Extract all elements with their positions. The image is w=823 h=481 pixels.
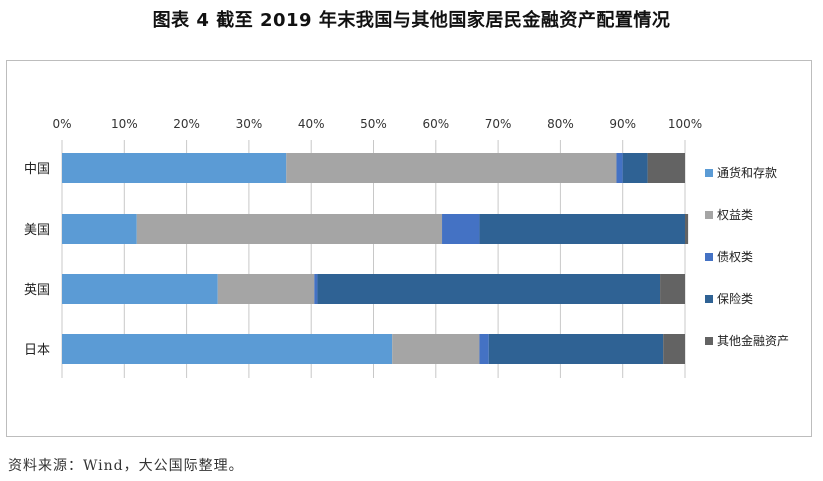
bar-segment-1 (392, 334, 480, 364)
category-label: 中国 (24, 162, 50, 177)
x-tick-label: 40% (298, 117, 325, 131)
x-tick-label: 10% (111, 117, 138, 131)
x-tick-label: 30% (236, 117, 263, 131)
bar-segment-4 (660, 274, 685, 304)
bar-segment-4 (663, 334, 685, 364)
bar-segment-1 (136, 214, 443, 244)
legend-swatch (705, 211, 713, 219)
bar-segment-0 (62, 274, 218, 304)
bar-segment-3 (317, 274, 661, 304)
x-tick-label: 20% (173, 117, 200, 131)
bar-segment-0 (62, 334, 393, 364)
category-label: 日本 (24, 343, 50, 358)
bar-segment-1 (217, 274, 315, 304)
legend-swatch (705, 337, 713, 345)
bar-segment-0 (62, 153, 287, 183)
bar-segment-2 (442, 214, 480, 244)
legend-label: 债权类 (717, 250, 753, 264)
x-tick-label: 50% (360, 117, 387, 131)
bar-segment-3 (488, 334, 664, 364)
bar-segment-2 (616, 153, 623, 183)
bar-segment-4 (685, 214, 689, 244)
x-tick-label: 60% (422, 117, 449, 131)
category-label: 英国 (24, 283, 50, 298)
bar-segment-3 (622, 153, 648, 183)
legend-swatch (705, 295, 713, 303)
legend-swatch (705, 169, 713, 177)
bar-segment-1 (286, 153, 617, 183)
legend-label: 权益类 (717, 208, 753, 222)
bar-segment-0 (62, 214, 137, 244)
category-label: 美国 (24, 223, 50, 238)
bar-segment-4 (647, 153, 685, 183)
chart-title: 图表 4 截至 2019 年末我国与其他国家居民金融资产配置情况 (152, 10, 671, 31)
source-note: 资料来源：Wind，大公国际整理。 (8, 458, 244, 474)
x-tick-label: 80% (547, 117, 574, 131)
chart-frame (6, 60, 812, 437)
bar-segment-2 (479, 334, 489, 364)
legend-label: 通货和存款 (717, 165, 777, 180)
x-tick-label: 90% (609, 117, 636, 131)
legend-swatch (705, 253, 713, 261)
legend-label: 其他金融资产 (717, 333, 789, 348)
x-tick-label: 100% (668, 117, 702, 131)
bar-segment-3 (479, 214, 685, 244)
bar-segment-2 (314, 274, 318, 304)
x-tick-label: 70% (485, 117, 512, 131)
legend-label: 保险类 (717, 291, 753, 306)
x-tick-label: 0% (52, 117, 71, 131)
